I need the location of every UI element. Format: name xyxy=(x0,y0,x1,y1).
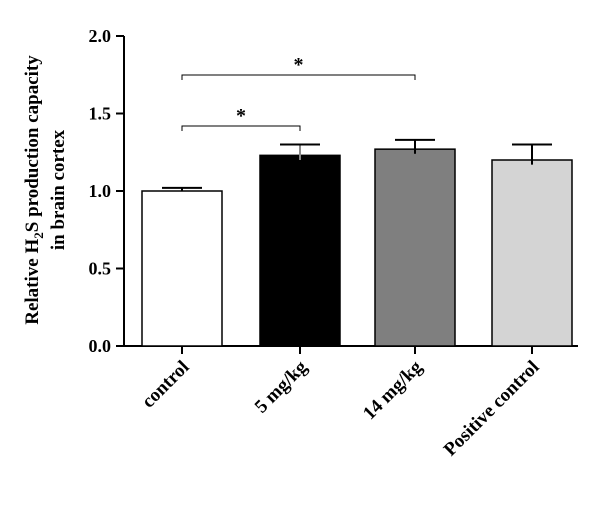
y-tick-label: 2.0 xyxy=(89,26,112,46)
significance-star: * xyxy=(236,105,246,127)
significance-bracket xyxy=(181,74,416,80)
x-tick-label: 14 mg/kg xyxy=(359,356,427,424)
error-bars xyxy=(162,138,552,191)
significance-star: * xyxy=(294,54,304,76)
y-axis-label-part2: S production capacity xyxy=(22,55,43,233)
y-axis-label-part1: Relative H xyxy=(22,239,43,325)
significance-brackets: ** xyxy=(181,54,416,131)
y-tick-label: 1.5 xyxy=(89,104,112,124)
y-tick-label: 0.5 xyxy=(89,259,112,279)
x-tick-labels: control 5 mg/kg 14 mg/kg Positive control xyxy=(138,356,544,460)
y-axis-label: Relative H2S production capacity in brai… xyxy=(22,55,69,325)
bar-positive-control xyxy=(491,159,573,347)
bar-14-mg-kg xyxy=(374,148,456,347)
svg-text:Relative H2S production capaci: Relative H2S production capacity xyxy=(22,55,46,325)
x-tick-label: control xyxy=(138,357,194,413)
bars xyxy=(141,148,573,347)
y-axis-label-subscript: 2 xyxy=(31,232,46,239)
bar-control xyxy=(141,190,223,347)
x-tick-label: 5 mg/kg xyxy=(251,356,312,417)
significance-bracket xyxy=(181,125,301,131)
y-axis-label-line2: in brain cortex xyxy=(48,129,69,250)
y-tick-label: 1.0 xyxy=(89,181,112,201)
bar-5-mg-kg xyxy=(259,154,341,347)
y-tick-label: 0.0 xyxy=(89,336,112,356)
x-tick-label: Positive control xyxy=(440,357,544,461)
